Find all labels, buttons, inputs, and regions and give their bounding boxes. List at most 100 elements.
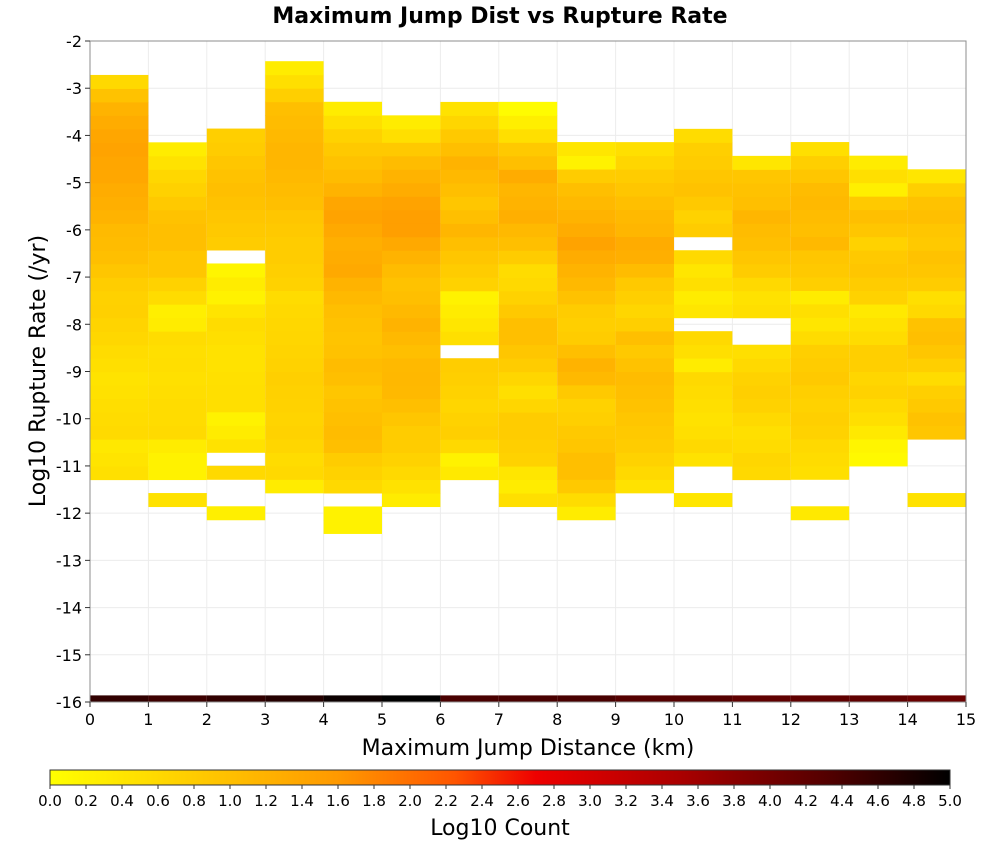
heatmap-cell bbox=[265, 371, 324, 386]
heatmap-cell bbox=[790, 425, 850, 440]
heatmap-cell bbox=[382, 128, 441, 143]
heatmap-cell bbox=[498, 317, 558, 332]
heatmap-cell bbox=[382, 209, 441, 224]
heatmap-cell bbox=[498, 101, 558, 116]
y-tick-label: -16 bbox=[56, 693, 82, 712]
heatmap-cell bbox=[90, 74, 149, 89]
heatmap-cell bbox=[790, 438, 850, 453]
heatmap-cell bbox=[674, 128, 733, 143]
heatmap-cell bbox=[323, 331, 382, 346]
heatmap-cell bbox=[907, 169, 966, 184]
heatmap-cell bbox=[849, 169, 908, 184]
heatmap-cell bbox=[674, 425, 733, 440]
heatmap-cell bbox=[440, 317, 499, 332]
heatmap-cell bbox=[790, 182, 850, 197]
heatmap-cell bbox=[849, 398, 908, 413]
heatmap-cell bbox=[265, 209, 324, 224]
heatmap-cell bbox=[498, 223, 558, 238]
strip-cell bbox=[148, 695, 207, 702]
heatmap-cell bbox=[382, 344, 441, 359]
heatmap-cell bbox=[265, 357, 324, 372]
heatmap-cell bbox=[907, 358, 966, 373]
heatmap-cell bbox=[440, 182, 499, 197]
heatmap-cell bbox=[206, 209, 266, 224]
heatmap-cell bbox=[498, 304, 558, 319]
heatmap-cell bbox=[907, 385, 966, 400]
heatmap-cell bbox=[849, 452, 908, 467]
heatmap-cell bbox=[498, 439, 558, 454]
heatmap-cell bbox=[790, 411, 850, 426]
heatmap-cell bbox=[907, 304, 966, 319]
heatmap-cell bbox=[790, 303, 850, 318]
heatmap-cell bbox=[90, 236, 149, 251]
heatmap-cell bbox=[382, 425, 441, 440]
colorbar-tick-label: 3.2 bbox=[614, 792, 638, 810]
heatmap-cell bbox=[323, 223, 382, 238]
heatmap-cell bbox=[382, 142, 441, 157]
heatmap-cell bbox=[323, 155, 382, 170]
heatmap-cell bbox=[440, 304, 499, 319]
heatmap-cell bbox=[790, 371, 850, 386]
heatmap-cell bbox=[265, 465, 324, 480]
heatmap-cell bbox=[674, 196, 733, 211]
heatmap-cell bbox=[323, 358, 382, 373]
heatmap-cell bbox=[674, 209, 733, 224]
heatmap-cell bbox=[674, 142, 733, 157]
heatmap-cell bbox=[206, 128, 266, 143]
x-axis-ticks: 0 1 2 3 4 5 6 7 8 9 10 11 12 13 14 15 bbox=[85, 702, 976, 729]
heatmap-cell bbox=[849, 250, 908, 265]
heatmap-cell bbox=[440, 209, 499, 224]
heatmap-cell bbox=[90, 196, 149, 211]
heatmap-cell bbox=[615, 142, 674, 157]
heatmap-cell bbox=[674, 331, 733, 346]
heatmap-cell bbox=[907, 290, 966, 305]
heatmap-cell bbox=[615, 357, 674, 372]
heatmap-cell bbox=[732, 398, 791, 413]
heatmap-cell bbox=[323, 209, 382, 224]
heatmap-cell bbox=[265, 479, 324, 494]
heatmap-cell bbox=[498, 466, 558, 481]
heatmap-cell bbox=[382, 155, 441, 170]
colorbar-tick-label: 2.4 bbox=[470, 792, 494, 810]
strip-cell bbox=[265, 695, 324, 702]
heatmap-cell bbox=[674, 439, 733, 454]
heatmap-cell bbox=[790, 196, 850, 211]
heatmap-cell bbox=[382, 304, 441, 319]
heatmap-cell bbox=[615, 263, 674, 278]
colorbar-tick-label: 1.4 bbox=[290, 792, 314, 810]
heatmap-cell bbox=[265, 74, 324, 89]
heatmap-cell bbox=[849, 236, 908, 251]
heatmap-cell bbox=[849, 384, 908, 399]
heatmap-cell bbox=[674, 182, 733, 197]
heatmap-cell bbox=[382, 223, 441, 238]
heatmap-cell bbox=[440, 169, 499, 184]
heatmap-cell bbox=[265, 438, 324, 453]
heatmap-cell bbox=[907, 371, 966, 386]
heatmap-cell bbox=[90, 169, 149, 184]
heatmap-cell bbox=[90, 155, 149, 170]
heatmap-cell bbox=[323, 398, 382, 413]
heatmap-cell bbox=[732, 250, 791, 265]
heatmap-cell bbox=[440, 371, 499, 386]
heatmap-cell bbox=[148, 452, 207, 467]
heatmap-cell bbox=[674, 250, 733, 265]
heatmap-cell bbox=[148, 304, 207, 319]
heatmap-cell bbox=[732, 290, 791, 305]
heatmap-cell bbox=[323, 304, 382, 319]
heatmap-cell bbox=[382, 182, 441, 197]
colorbar-tick-label: 4.0 bbox=[758, 792, 782, 810]
heatmap-cell bbox=[265, 290, 324, 305]
heatmap-cell bbox=[615, 182, 674, 197]
chart-title: Maximum Jump Dist vs Rupture Rate bbox=[272, 4, 727, 29]
heatmap-cell bbox=[907, 412, 966, 427]
heatmap-cell bbox=[732, 412, 791, 427]
heatmap-cell bbox=[498, 398, 558, 413]
heatmap-cell bbox=[265, 236, 324, 251]
heatmap-cell bbox=[265, 263, 324, 278]
colorbar-tick-label: 2.0 bbox=[398, 792, 422, 810]
heatmap-cell bbox=[265, 303, 324, 318]
y-tick-label: -9 bbox=[66, 363, 82, 382]
heatmap-cell bbox=[90, 277, 149, 292]
strip-cell bbox=[615, 695, 674, 702]
y-tick-label: -14 bbox=[56, 599, 82, 618]
